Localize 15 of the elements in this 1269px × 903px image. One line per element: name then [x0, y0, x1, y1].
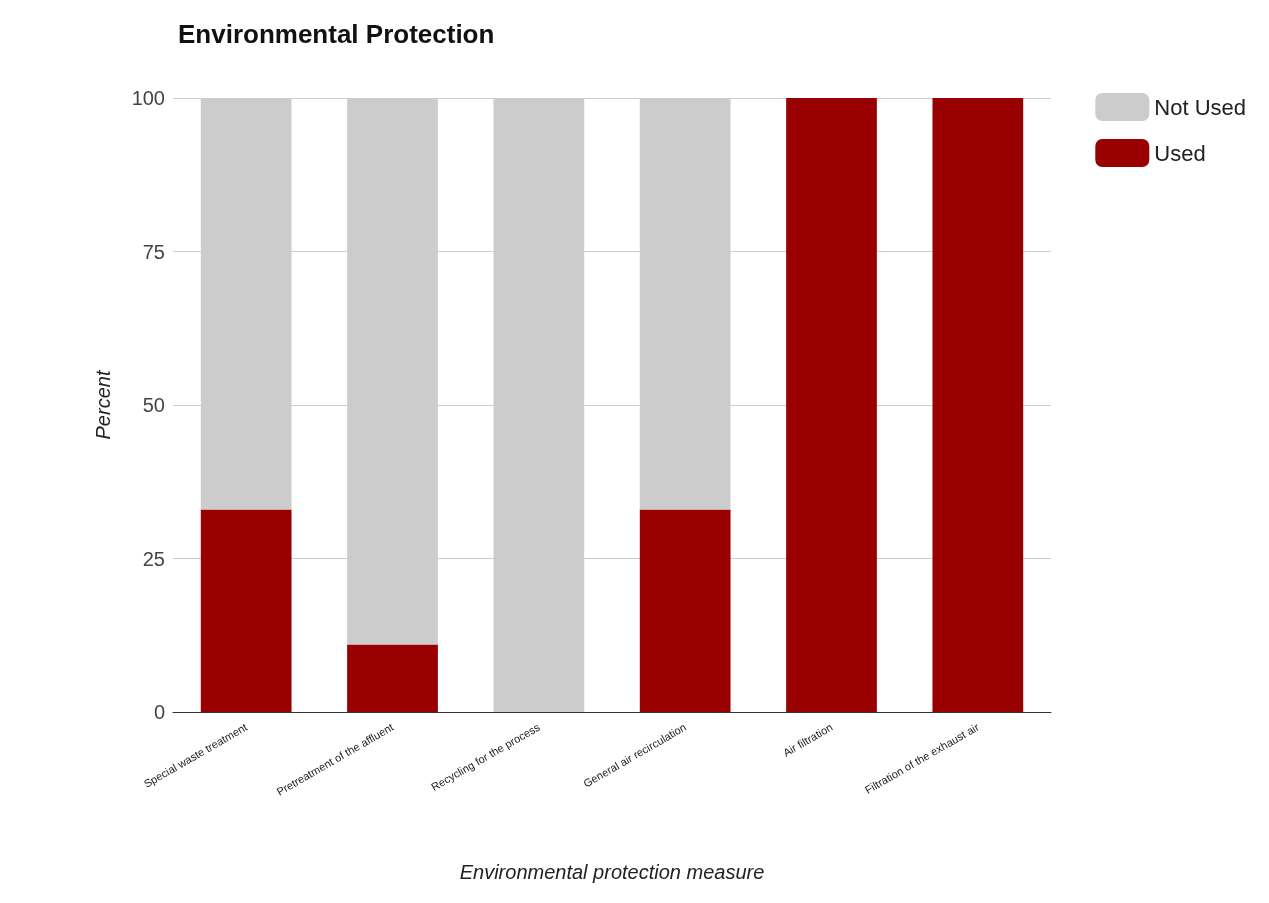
y-tick-label: 25	[142, 547, 165, 570]
bar	[932, 98, 1024, 712]
x-axis-title: Environmental protection measure	[459, 861, 765, 883]
bar	[639, 509, 731, 712]
y-axis-title: Percent	[92, 369, 114, 440]
y-tick-label: 75	[142, 240, 165, 263]
legend-label: Used	[1154, 140, 1206, 166]
bar	[786, 98, 877, 712]
y-tick-label: 50	[142, 394, 165, 416]
chart-title: Environmental Protection	[178, 19, 495, 49]
bar	[347, 644, 438, 712]
y-tick-label: 0	[153, 701, 165, 723]
legend-label: Not Used	[1154, 94, 1247, 120]
y-tick-label: 100	[131, 87, 165, 109]
bar	[200, 509, 292, 712]
